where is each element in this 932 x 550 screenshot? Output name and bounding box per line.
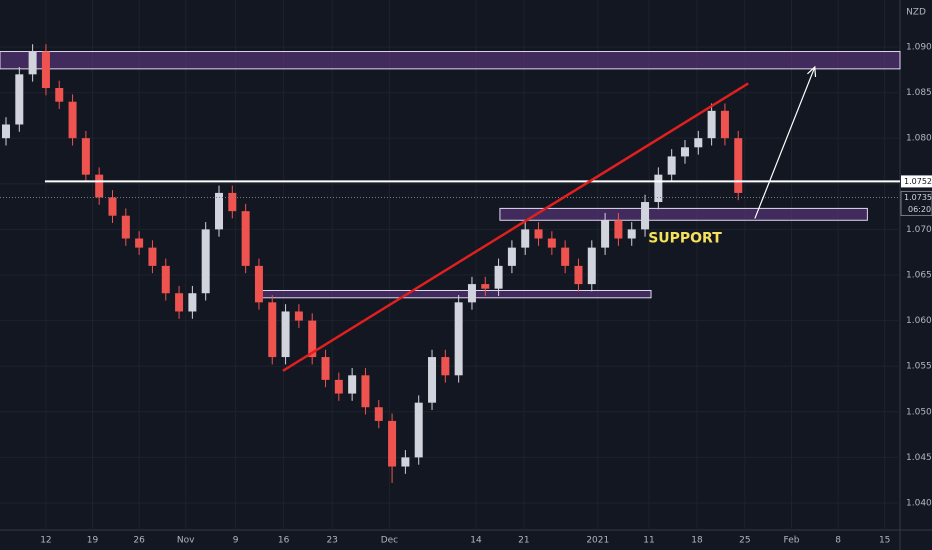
candle-body — [641, 202, 650, 230]
candle-body — [680, 147, 689, 157]
level-label-box — [901, 175, 932, 188]
candle-body — [254, 265, 263, 303]
countdown-label: 06:20 — [908, 205, 931, 214]
candle-body — [534, 229, 543, 239]
candle-body — [321, 357, 330, 380]
candle-body — [601, 220, 610, 248]
x-tick-label: 2021 — [586, 536, 609, 546]
candle-body — [574, 265, 583, 285]
candle-body — [401, 457, 410, 467]
candle-body — [108, 197, 117, 216]
candle-body — [414, 402, 423, 458]
candle-body — [148, 247, 157, 266]
candle-body — [201, 229, 210, 294]
candle-body — [1, 124, 10, 139]
candle-body — [28, 51, 37, 75]
candle-body — [228, 192, 237, 212]
trendline — [282, 82, 749, 372]
candle-body — [55, 88, 64, 102]
candle-body — [720, 110, 729, 139]
candle-body — [95, 174, 104, 198]
candle-body — [441, 357, 450, 376]
last-price-box — [900, 190, 932, 216]
x-tick-label: Dec — [381, 536, 398, 546]
arrow-head — [807, 65, 817, 78]
candle-body — [614, 220, 623, 239]
candle-body — [667, 156, 676, 175]
candle-body — [547, 238, 556, 248]
candle-body — [507, 247, 516, 266]
x-tick-label: 12 — [40, 536, 51, 546]
candle-body — [627, 229, 636, 239]
x-tick-label: Nov — [177, 536, 195, 546]
candle-body — [294, 311, 303, 321]
candle-body — [388, 420, 397, 467]
level-label: 1.07526 — [904, 177, 932, 186]
zone — [256, 289, 652, 299]
candle-body — [494, 265, 503, 289]
candle-body — [281, 311, 290, 358]
x-tick-label: Feb — [784, 536, 800, 546]
candle-body — [348, 375, 357, 394]
candle-body — [654, 174, 663, 203]
currency-label: NZD — [906, 8, 926, 18]
candle-body — [188, 293, 197, 312]
candle-body — [454, 302, 463, 376]
candle-body — [521, 229, 530, 248]
candle-body — [734, 138, 743, 193]
candle-body — [15, 74, 24, 125]
candle-body — [334, 379, 343, 394]
candle-body — [215, 192, 224, 230]
x-tick-label: 8 — [835, 536, 841, 546]
candle-body — [268, 302, 277, 358]
x-tick-label: 23 — [326, 536, 337, 546]
candle-body — [587, 247, 596, 285]
x-tick-label: 16 — [278, 536, 290, 546]
x-tick-label: 14 — [470, 536, 482, 546]
y-tick-label: 1.08500 — [906, 88, 932, 98]
x-tick-label: 15 — [879, 536, 890, 546]
candle-body — [308, 320, 317, 358]
y-tick-label: 1.08000 — [906, 134, 932, 144]
y-tick-label: 1.06000 — [906, 316, 932, 326]
zone — [499, 207, 868, 221]
candle-body — [694, 138, 703, 148]
candle-body — [135, 238, 144, 248]
x-tick-label: 21 — [518, 536, 529, 546]
y-tick-label: 1.09000 — [906, 42, 932, 52]
candle-body — [481, 284, 490, 289]
y-tick-label: 1.05000 — [906, 407, 932, 417]
y-tick-label: 1.05500 — [906, 362, 932, 372]
candle-body — [374, 407, 383, 421]
y-tick-label: 1.07000 — [906, 225, 932, 235]
candle-body — [81, 138, 90, 175]
x-tick-label: 26 — [133, 536, 145, 546]
x-tick-label: 25 — [739, 536, 750, 546]
candle-body — [467, 284, 476, 303]
candle-body — [241, 211, 250, 266]
candle-body — [428, 357, 437, 403]
x-tick-label: 19 — [87, 536, 99, 546]
candle-body — [121, 215, 130, 239]
candle-body — [175, 293, 184, 312]
support-label: SUPPORT — [648, 230, 722, 246]
arrow — [754, 66, 816, 219]
zone — [0, 51, 901, 70]
candle-body — [161, 265, 170, 294]
y-tick-label: 1.04500 — [906, 453, 932, 463]
candle-body — [707, 110, 716, 139]
candle-body — [561, 247, 570, 266]
candle-body — [41, 51, 50, 89]
y-tick-label: 1.06500 — [906, 270, 932, 280]
candle-body — [361, 375, 370, 408]
y-tick-label: 1.04000 — [906, 499, 932, 509]
x-tick-label: 18 — [691, 536, 703, 546]
x-tick-label: 9 — [233, 536, 239, 546]
x-tick-label: 11 — [643, 536, 654, 546]
candle-body — [68, 101, 77, 139]
